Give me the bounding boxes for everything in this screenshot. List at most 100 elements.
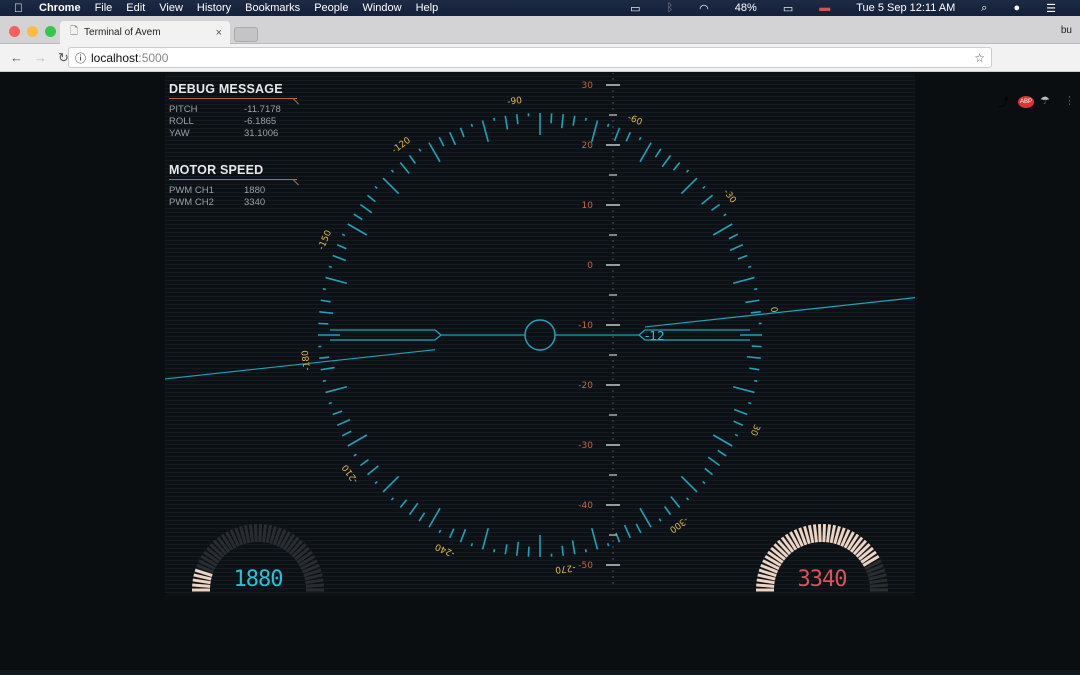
gauge-segment [193, 573, 212, 581]
close-tab-icon[interactable]: × [215, 26, 222, 39]
gauge-segment [304, 573, 323, 581]
heading-tick [723, 213, 727, 217]
adblock-icon[interactable]: ABP [1018, 96, 1035, 108]
apple-icon[interactable]:  [14, 1, 23, 15]
heading-tick [560, 114, 565, 129]
heading-tick [336, 418, 351, 427]
gauge-segment [836, 527, 846, 546]
gauge-segment [812, 524, 818, 543]
heading-tick [754, 288, 758, 291]
spotlight-icon[interactable]: ⌕ [981, 1, 988, 14]
reload-icon[interactable]: ↻ [58, 49, 69, 65]
heading-tick [661, 154, 672, 168]
bluetooth-icon[interactable]: ᛒ [666, 2, 674, 14]
extension-icon[interactable]: ⤴ [998, 97, 1009, 109]
clock[interactable]: Tue 5 Sep 12:11 AM [856, 2, 956, 14]
menu-edit[interactable]: Edit [117, 2, 145, 14]
gauge-segment [303, 568, 322, 577]
pitch-readout: -12 [645, 329, 665, 343]
bookmark-star-icon[interactable]: ☆ [974, 50, 985, 65]
heading-tick [515, 114, 519, 125]
gauge-segment [868, 573, 887, 581]
label: PITCH [169, 104, 198, 115]
heading-tick [504, 115, 509, 130]
parachute-icon[interactable]: ☂ [1040, 95, 1050, 107]
heading-tick [685, 169, 690, 173]
menu-history[interactable]: History [187, 2, 231, 14]
flag-icon[interactable]: ▬ [819, 2, 831, 14]
heading-tick [702, 480, 706, 485]
heading-tick [515, 541, 520, 556]
heading-tick [332, 254, 347, 262]
label: ROLL [169, 116, 194, 127]
heading-tick [347, 223, 368, 236]
heading-tick [390, 169, 395, 173]
address-bar[interactable]: ⓘ localhost:5000 ☆ [68, 47, 992, 68]
url-port: :5000 [138, 50, 169, 65]
battery-icon: ▭ [782, 2, 794, 15]
airplay-icon[interactable]: ▭ [630, 2, 641, 15]
gauge-value: 3340 [798, 567, 847, 592]
heading-label: -300 [667, 514, 690, 534]
info-icon[interactable]: ⓘ [75, 52, 86, 65]
page-icon: 🗋 [70, 26, 79, 37]
pitch-label: 0 [587, 261, 593, 271]
menu-help[interactable]: Help [406, 2, 439, 14]
close-window-button[interactable] [9, 26, 20, 37]
heading-tick [606, 123, 610, 127]
heading-tick [590, 120, 599, 143]
heading-tick [702, 185, 706, 190]
debug-row-yaw: YAW 31.1006 [169, 128, 297, 140]
new-tab-button[interactable] [234, 27, 258, 42]
minimize-window-button[interactable] [27, 26, 38, 37]
heading-tick [470, 123, 474, 127]
heading-tick [732, 385, 755, 394]
value: 31.1006 [244, 128, 279, 139]
notification-icon[interactable]: ☰ [1046, 2, 1056, 15]
heading-tick [639, 142, 652, 163]
heading-tick [459, 127, 465, 138]
gauge-segment [855, 543, 871, 558]
heading-tick [322, 379, 326, 382]
gauge-segment [209, 543, 225, 558]
battery-percent[interactable]: 48% [734, 2, 757, 14]
siri-icon[interactable]: ● [1013, 2, 1021, 14]
menu-view[interactable]: View [150, 2, 183, 14]
heading-tick [572, 115, 576, 126]
menu-file[interactable]: File [85, 2, 113, 14]
heading-tick [680, 177, 698, 195]
gauge-segment [279, 531, 291, 549]
value: -11.7178 [244, 104, 281, 115]
heading-tick [438, 136, 445, 147]
forward-icon[interactable]: → [34, 50, 47, 65]
gauge-segment [253, 523, 258, 543]
tab-terminal[interactable]: 🗋 Terminal of Avem × [60, 21, 230, 44]
heading-tick [318, 322, 329, 325]
menu-window[interactable]: Window [353, 2, 401, 14]
gauge-segment [760, 563, 779, 574]
heading-tick [481, 527, 490, 550]
wifi-icon[interactable]: ◠ [699, 2, 709, 15]
gauge-segment [305, 583, 324, 588]
gauge-segment [756, 578, 775, 585]
profile-button[interactable]: bu [1060, 25, 1072, 36]
heading-tick [680, 475, 698, 493]
heading-tick [754, 379, 758, 382]
gauge-segment [305, 578, 324, 585]
gauge-segment [234, 527, 244, 546]
menu-app[interactable]: Chrome [30, 2, 81, 14]
back-icon[interactable]: ← [10, 50, 23, 65]
menu-kebab-icon[interactable]: ⋮ [1064, 95, 1075, 107]
heading-tick [428, 507, 441, 528]
menu-people[interactable]: People [305, 2, 348, 14]
gauge-segment [869, 578, 888, 585]
browser-toolbar: ← → ↻ ⓘ localhost:5000 ☆ ⤴ ABP ☂ ⋮ [0, 44, 1080, 109]
zoom-window-button[interactable] [45, 26, 56, 37]
menu-bookmarks[interactable]: Bookmarks [236, 2, 300, 14]
gauge-segment [288, 539, 304, 556]
tab-bar: 🗋 Terminal of Avem × bu [0, 16, 1080, 44]
pitch-label: 20 [582, 141, 594, 151]
gauge-segment [780, 536, 795, 553]
heading-tick [347, 434, 368, 447]
mac-menubar:  Chrome File Edit View History Bookmark… [0, 0, 1080, 16]
